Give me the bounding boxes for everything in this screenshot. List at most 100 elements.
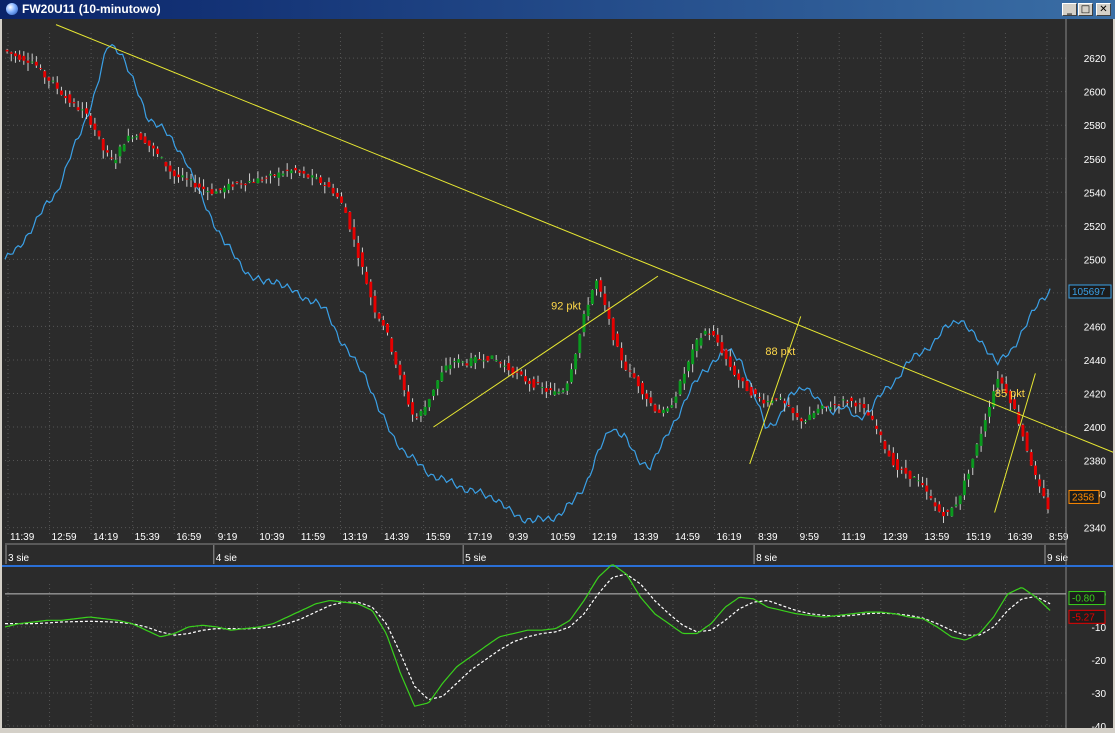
candle-body-down	[1033, 465, 1037, 475]
candle-body-down	[833, 404, 837, 406]
candle-body-down	[641, 382, 644, 395]
candle	[733, 361, 736, 377]
candle-body-down	[929, 495, 933, 499]
candle	[850, 396, 853, 408]
osc-fast-line	[4, 564, 1051, 707]
candle-body-up	[569, 369, 573, 383]
candle	[808, 406, 812, 421]
candle	[281, 170, 285, 177]
x-tick-label: 12:59	[52, 532, 77, 543]
candle-body-up	[118, 146, 122, 157]
chart-svg[interactable]: 2340236023802400242024402460248025002520…	[2, 19, 1115, 733]
candle-body-down	[720, 342, 724, 354]
candle	[436, 380, 440, 396]
candle-body-down	[486, 356, 490, 361]
candle	[419, 409, 423, 423]
candle	[762, 393, 766, 408]
candle	[996, 371, 1000, 395]
candle	[122, 143, 126, 152]
candle	[34, 56, 38, 68]
candle	[749, 382, 753, 398]
candle-body-up	[695, 339, 699, 352]
candle	[432, 389, 435, 401]
candle	[131, 135, 134, 143]
candle-body-down	[298, 170, 302, 173]
candle-body-down	[264, 177, 268, 179]
candle-body-down	[377, 313, 381, 319]
candle	[93, 117, 97, 136]
candle-body-down	[549, 388, 552, 391]
candle-body-up	[661, 409, 665, 414]
candle-body-up	[214, 191, 218, 194]
candle-body-down	[728, 356, 732, 368]
app-globe-icon	[6, 3, 18, 15]
chart-area[interactable]: 2340236023802400242024402460248025002520…	[2, 19, 1115, 733]
candle	[135, 134, 139, 140]
title-bar[interactable]: FW20U11 (10-minutowo) _ □ ✕	[0, 0, 1115, 19]
minimize-button[interactable]: _	[1062, 3, 1077, 16]
x-tick-label: 15:19	[966, 532, 991, 543]
candle	[515, 366, 519, 380]
candle-body-down	[218, 188, 222, 191]
candle-body-down	[791, 407, 795, 414]
candle	[937, 501, 941, 513]
candle-body-down	[89, 115, 93, 125]
y-tick-label: 2560	[1084, 155, 1107, 166]
candle	[1013, 394, 1017, 410]
candle-body-down	[147, 140, 151, 146]
candle-body-down	[22, 55, 26, 61]
x-tick-label: 9:39	[509, 532, 529, 543]
candle-body-down	[1038, 479, 1042, 487]
maximize-button[interactable]: □	[1078, 3, 1093, 16]
candle	[5, 48, 9, 54]
candle	[406, 385, 410, 407]
candle	[264, 175, 268, 184]
x-tick-label: 16:19	[717, 532, 742, 543]
candle	[921, 476, 925, 488]
candle-body-down	[411, 402, 415, 415]
candle-body-down	[55, 82, 59, 89]
candle-body-down	[632, 373, 636, 378]
candle-body-up	[812, 412, 816, 418]
candle-body-down	[197, 183, 201, 188]
candle	[285, 163, 289, 177]
candle-body-up	[996, 378, 1000, 388]
candle	[582, 310, 586, 337]
candle-body-up	[314, 177, 318, 179]
candle	[929, 489, 933, 501]
candle	[758, 392, 762, 402]
close-button[interactable]: ✕	[1096, 3, 1111, 16]
osc-tick-label: -40	[1092, 722, 1107, 728]
candle-body-down	[737, 373, 741, 380]
candle	[787, 397, 791, 408]
candle-body-down	[603, 293, 607, 306]
candle-body-down	[26, 60, 30, 63]
candle-body-down	[327, 182, 331, 187]
candle	[68, 90, 72, 107]
candle-body-up	[248, 180, 252, 183]
candle	[356, 235, 360, 267]
candles	[5, 48, 1050, 523]
x-tick-label: 10:59	[550, 532, 575, 543]
candle-body-down	[942, 512, 945, 517]
candle-body-down	[712, 331, 716, 336]
candle	[214, 188, 218, 194]
candle	[164, 161, 168, 172]
date-label: 3 sie	[8, 553, 30, 564]
candle-body-down	[850, 397, 853, 401]
candle-body-down	[620, 347, 624, 361]
candle-body-down	[294, 167, 297, 171]
candle	[1008, 389, 1012, 411]
candle-body-down	[883, 441, 887, 450]
candle	[80, 102, 84, 119]
candle	[289, 169, 293, 180]
candle-body-down	[193, 182, 197, 188]
candle-body-down	[649, 397, 653, 404]
osc-tick-label: -10	[1092, 623, 1107, 634]
candle-body-down	[511, 367, 515, 375]
candle	[89, 113, 93, 128]
grid	[5, 33, 1066, 727]
candle-body-down	[615, 333, 619, 347]
candle	[294, 165, 297, 174]
